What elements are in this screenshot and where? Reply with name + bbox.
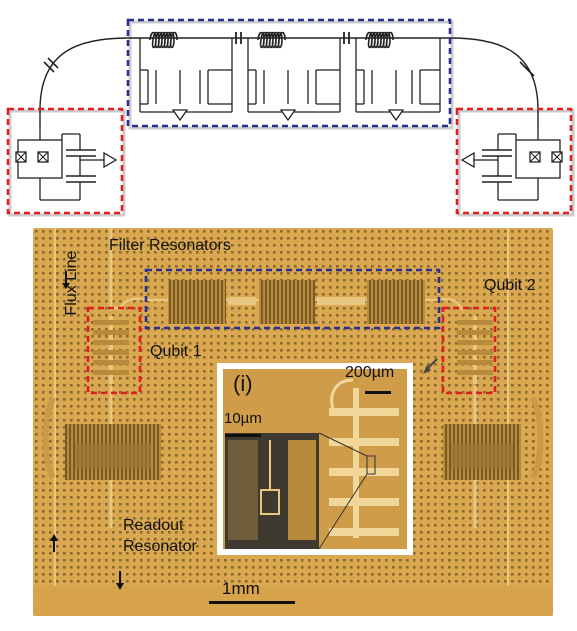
filter-resonator — [139, 31, 233, 121]
scale-label-10um: 10µm — [224, 410, 262, 427]
filter-resonator-pad — [168, 280, 226, 324]
arrow-pointer-icon — [423, 358, 438, 374]
scale-label-200um: 200µm — [345, 364, 395, 381]
inductor-coil-icon — [257, 31, 286, 49]
inset-tag: (i) — [233, 371, 253, 396]
scale-bar-1mm — [209, 601, 295, 604]
ground-triangle-icon — [388, 109, 404, 121]
readout-resonator-label-line1: Readout — [123, 517, 184, 534]
capacitor-icon — [43, 57, 59, 73]
squid-junction-icon — [529, 151, 563, 163]
qubit-1-comb — [93, 316, 129, 384]
filter-resonators-box — [126, 18, 452, 128]
qubit-1-schematic — [15, 127, 118, 201]
filter-resonator-pad — [367, 280, 425, 324]
ground-triangle-icon — [172, 109, 188, 121]
qubit-2-comb — [457, 316, 493, 384]
qubit-2-box — [455, 107, 573, 215]
chip-micrograph — [33, 228, 553, 616]
arrow-down-icon — [116, 571, 124, 590]
scale-bar-200um — [365, 391, 391, 394]
inductor-coil-icon — [149, 31, 178, 49]
flux-line-label: Flux Line — [63, 250, 80, 316]
filter-resonators-label: Filter Resonators — [109, 237, 231, 254]
scale-bar-10um — [225, 434, 261, 437]
scale-label-1mm: 1mm — [222, 579, 260, 598]
ground-triangle-icon — [280, 109, 296, 121]
filter-resonators-box — [144, 268, 441, 330]
capacitor-icon — [235, 32, 242, 44]
filter-resonator — [355, 31, 441, 121]
capacitor-icon — [343, 32, 350, 44]
arrow-up-icon — [50, 534, 58, 552]
circuit-schematic — [6, 18, 575, 217]
inset-micrograph — [217, 363, 413, 555]
inductor-coil-icon — [365, 31, 394, 49]
qubit-1-box — [6, 107, 124, 215]
ground-triangle-icon — [460, 151, 475, 169]
qubit-2-label: Qubit 2 — [484, 277, 536, 294]
filter-resonator — [247, 31, 341, 121]
qubit-1-box — [86, 306, 142, 395]
qubit-2-schematic — [460, 127, 563, 201]
readout-resonator-right — [443, 386, 521, 528]
capacitor-icon — [519, 61, 535, 77]
arrow-down-icon — [62, 271, 70, 289]
squid-junction-icon — [15, 151, 49, 163]
readout-resonator-label-line2: Resonator — [123, 538, 197, 555]
ground-triangle-icon — [103, 151, 118, 169]
qubit-1-label: Qubit 1 — [150, 343, 202, 360]
filter-resonator-pad — [259, 280, 315, 324]
qubit-2-box — [441, 306, 497, 395]
readout-resonator-left — [65, 386, 161, 528]
